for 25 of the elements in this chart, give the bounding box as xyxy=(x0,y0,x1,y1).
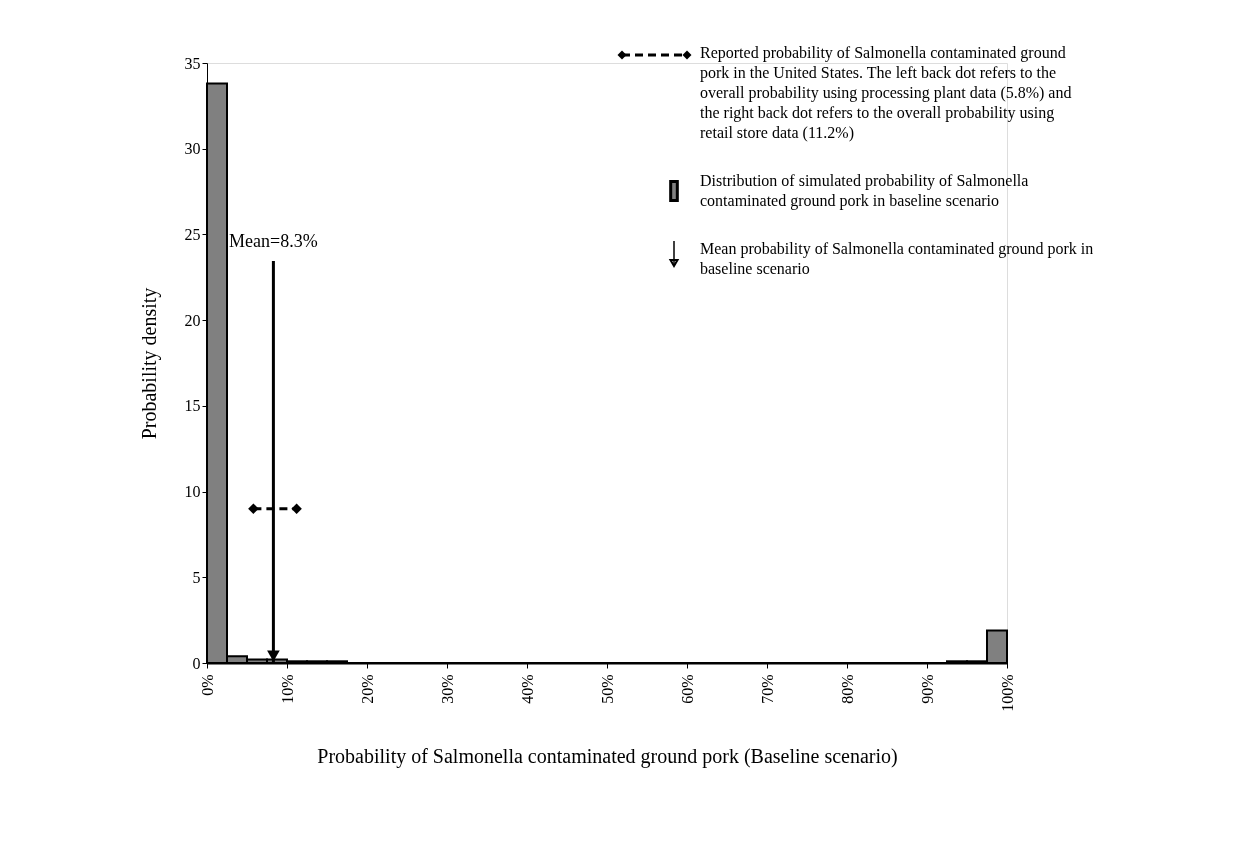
x-tick-label: 60% xyxy=(678,674,696,704)
annotation: Mean probability of Salmonella contaminated ground pork in baseline scenario xyxy=(700,240,1094,277)
y-tick-label: 15 xyxy=(184,397,201,415)
y-tick-label: 5 xyxy=(192,568,201,586)
x-tick-label: 30% xyxy=(438,674,456,704)
y-tick-label: 30 xyxy=(184,140,201,158)
x-tick-label: 70% xyxy=(758,674,776,704)
ref-line-label: Mean=8.3% xyxy=(229,231,318,251)
y-tick-label: 20 xyxy=(184,311,201,329)
x-axis-title: Probability of Salmonella contaminated ground pork (Baseline scenario) xyxy=(317,744,898,768)
x-tick-label: 0% xyxy=(198,674,216,696)
legend-label: Reported probability of Salmonella contaminated ground pork in the United States. The left back dot refers to the overall probability using processing plant data (5.8%) and the right back dot refers to the overall probability using retail store data (11.2%) xyxy=(700,44,1072,142)
x-tick-label: 20% xyxy=(358,674,376,704)
y-tick-label: 0 xyxy=(192,654,201,672)
x-tick-label: 50% xyxy=(598,674,616,704)
x-tick-label: 100% xyxy=(998,674,1016,712)
x-tick-label: 90% xyxy=(918,674,936,704)
x-tick-label: 40% xyxy=(518,674,536,704)
x-tick-label: 80% xyxy=(838,674,856,704)
y-tick-label: 35 xyxy=(184,54,201,72)
x-tick-label: 10% xyxy=(278,674,296,704)
legend-label: Distribution of simulated probability of Salmonella contaminated ground pork in baseline scenario xyxy=(700,172,1029,210)
y-tick-label: 25 xyxy=(184,225,201,243)
y-axis-title: Probability density xyxy=(137,287,161,440)
y-tick-label: 10 xyxy=(184,483,201,501)
